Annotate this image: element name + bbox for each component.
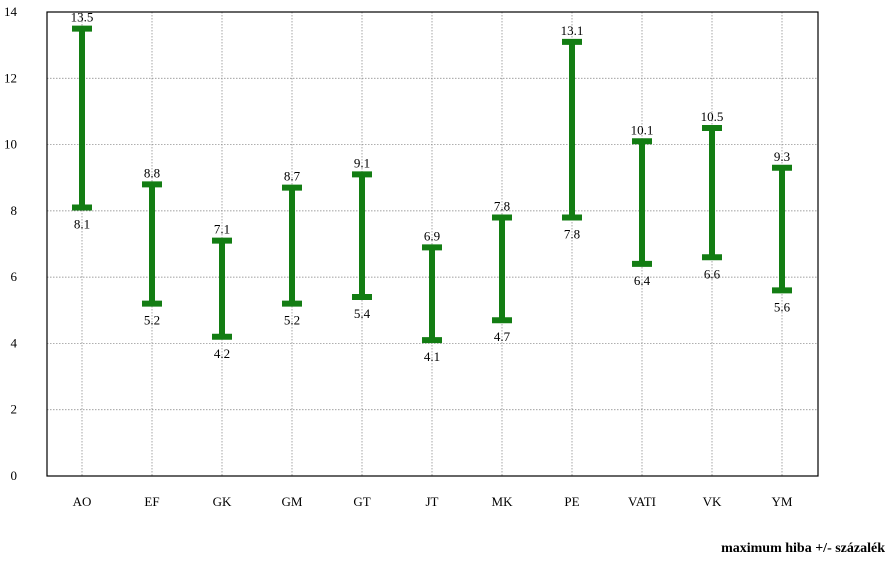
x-tick-label: GT: [353, 494, 370, 509]
x-tick-label: JT: [426, 494, 439, 509]
low-value-label: 4.1: [424, 349, 440, 364]
x-tick-label: GK: [213, 494, 232, 509]
low-value-label: 8.1: [74, 217, 90, 232]
y-tick-label: 4: [11, 335, 18, 350]
x-tick-label: MK: [492, 494, 514, 509]
high-value-label: 8.8: [144, 165, 160, 180]
x-tick-label: VATI: [628, 494, 656, 509]
high-value-label: 10.1: [631, 122, 654, 137]
high-value-label: 6.9: [424, 228, 440, 243]
high-value-label: 8.7: [284, 169, 301, 184]
low-value-label: 5.4: [354, 306, 371, 321]
y-tick-label: 14: [4, 4, 18, 19]
low-value-label: 6.6: [704, 266, 721, 281]
y-tick-label: 8: [11, 203, 18, 218]
y-tick-label: 6: [11, 269, 18, 284]
x-tick-label: VK: [703, 494, 722, 509]
high-value-label: 10.5: [701, 109, 724, 124]
high-value-label: 7.1: [214, 222, 230, 237]
low-value-label: 6.4: [634, 273, 651, 288]
x-tick-label: PE: [564, 494, 579, 509]
y-tick-label: 10: [4, 137, 17, 152]
high-value-label: 13.1: [561, 23, 584, 38]
high-value-label: 13.5: [71, 10, 94, 25]
x-tick-label: YM: [772, 494, 793, 509]
high-value-label: 9.3: [774, 149, 790, 164]
x-tick-label: EF: [144, 494, 159, 509]
x-tick-label: AO: [73, 494, 92, 509]
high-value-label: 9.1: [354, 155, 370, 170]
y-tick-label: 12: [4, 70, 17, 85]
low-value-label: 5.2: [284, 313, 300, 328]
x-tick-label: GM: [282, 494, 303, 509]
low-value-label: 4.7: [494, 329, 511, 344]
low-value-label: 7.8: [564, 226, 580, 241]
high-value-label: 7.8: [494, 198, 510, 213]
plot-frame: [46, 11, 819, 477]
y-tick-label: 0: [11, 468, 18, 483]
low-value-label: 5.6: [774, 299, 791, 314]
low-value-label: 5.2: [144, 313, 160, 328]
low-value-label: 4.2: [214, 346, 230, 361]
y-tick-label: 2: [11, 402, 18, 417]
chart-caption: maximum hiba +/- százalék: [721, 541, 885, 556]
